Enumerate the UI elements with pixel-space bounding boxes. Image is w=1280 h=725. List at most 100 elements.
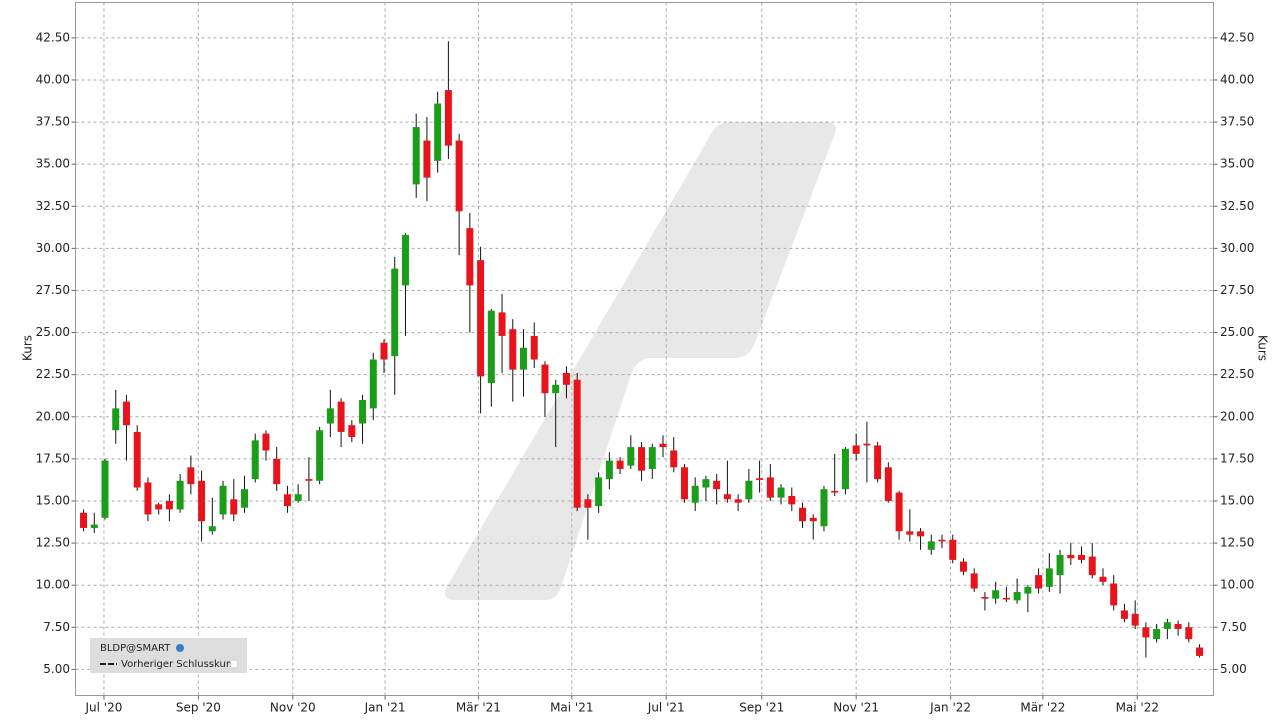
globe-icon (176, 644, 184, 652)
candle-body (165, 500, 173, 510)
candle-body (959, 561, 967, 572)
candle-body (423, 140, 431, 178)
y-tick-label: 32.50 (36, 199, 70, 213)
candle-body (1120, 610, 1128, 619)
candle-body (477, 260, 485, 377)
watermark (445, 122, 836, 600)
x-tick-label: Nov '21 (833, 701, 879, 715)
candle-body (809, 517, 817, 522)
candle-body (1056, 554, 1064, 576)
candle-body (670, 450, 678, 468)
candle-body (1002, 597, 1010, 600)
y2-tick-label: 7.50 (1220, 620, 1247, 634)
candle-body (359, 399, 367, 424)
candle-body (820, 489, 828, 527)
y2-tick-label: 40.00 (1220, 72, 1254, 86)
candle-body (1142, 627, 1150, 638)
candle-body (326, 408, 334, 424)
candle-body (401, 234, 409, 286)
candle-body (466, 228, 474, 286)
candle-body (133, 431, 141, 488)
y2-tick-label: 25.00 (1220, 325, 1254, 339)
candle-body (1099, 576, 1107, 582)
candle-body (1045, 568, 1053, 587)
x-tick-label: Mär '21 (456, 701, 501, 715)
candle-body (562, 372, 570, 385)
candle-body (627, 447, 635, 466)
y-tick-label: 12.50 (36, 536, 70, 550)
x-tick-label: Jan '21 (364, 701, 406, 715)
candle-body (949, 539, 957, 560)
y2-tick-label: 42.50 (1220, 30, 1254, 44)
y2-tick-label: 17.50 (1220, 451, 1254, 465)
candle-body (756, 478, 764, 480)
candle-body (1088, 556, 1096, 576)
candle-body (1185, 627, 1193, 640)
candle-body (938, 539, 946, 542)
candle-body (530, 335, 538, 360)
y2-tick-label: 15.00 (1220, 493, 1254, 507)
y-tick-label: 25.00 (36, 325, 70, 339)
x-tick-label: Mai '21 (550, 701, 593, 715)
candle-body (1163, 622, 1171, 629)
candle-body (1035, 575, 1043, 589)
candle-body (788, 495, 796, 505)
candle-body (208, 526, 216, 532)
candle-body (176, 480, 184, 510)
candle-body (380, 342, 388, 360)
y2-tick-label: 12.50 (1220, 536, 1254, 550)
candle-body (155, 504, 163, 510)
candle-body (1174, 623, 1182, 629)
candle-body (348, 425, 356, 437)
x-tick-label: Jul '20 (84, 701, 122, 715)
candle-body (305, 479, 313, 481)
candle-body (241, 489, 249, 508)
candle-body (659, 443, 667, 448)
y2-tick-label: 5.00 (1220, 662, 1247, 676)
candle-body (1013, 591, 1021, 601)
y-axis-label: Kurs (21, 335, 35, 361)
candle-body (799, 507, 807, 522)
legend-box (90, 638, 247, 673)
candle-body (434, 103, 442, 161)
candle-body (509, 329, 517, 370)
candle-body (487, 310, 495, 384)
candle-body (1078, 554, 1086, 560)
x-tick-label: Sep '20 (176, 701, 221, 715)
legend-checkbox[interactable] (231, 661, 237, 667)
candle-body (552, 384, 560, 394)
y-tick-label: 10.00 (36, 578, 70, 592)
candle-body (884, 467, 892, 501)
y2-tick-label: 27.50 (1220, 283, 1254, 297)
candle-body (337, 401, 345, 432)
legend: BLDP@SMART Vorheriger Schlusskurs (90, 638, 247, 673)
candle-body (391, 268, 399, 357)
candle-body (702, 479, 710, 488)
candle-body (981, 596, 989, 599)
candle-body (251, 440, 259, 480)
candle-body (584, 499, 592, 508)
candle-body (713, 480, 721, 490)
candle-body (112, 408, 120, 431)
candle-body (573, 379, 581, 508)
candle-body (917, 531, 925, 537)
candle-body (616, 460, 624, 469)
candle-body (831, 490, 839, 493)
candle-body (294, 494, 302, 501)
legend-line-label: Vorheriger Schlusskurs (121, 659, 235, 670)
candle-body (852, 445, 860, 454)
candle-body (906, 531, 914, 535)
candle-body (144, 482, 152, 515)
y2-tick-label: 30.00 (1220, 241, 1254, 255)
candle-body (369, 359, 377, 409)
candle-body (766, 477, 774, 498)
candle-body (520, 347, 528, 370)
candle-body (273, 458, 281, 485)
y2-axis-label: Kurs (1256, 335, 1270, 361)
candle-body (777, 487, 785, 498)
legend-symbol: BLDP@SMART (100, 643, 171, 654)
y-tick-label: 37.50 (36, 115, 70, 129)
candle-body (927, 541, 935, 550)
y-tick-label: 30.00 (36, 241, 70, 255)
